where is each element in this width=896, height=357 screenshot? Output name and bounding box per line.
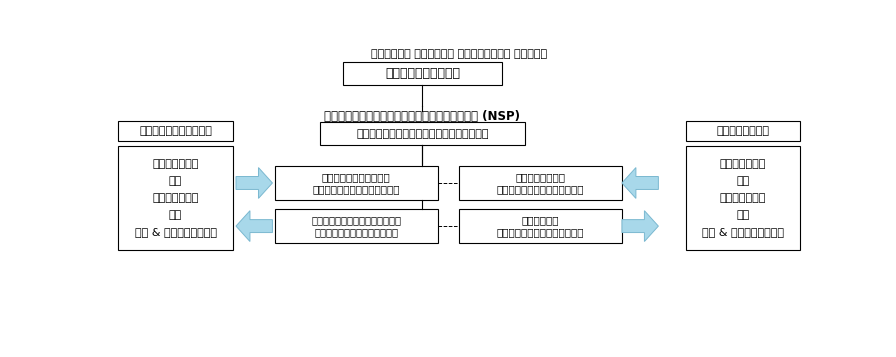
Polygon shape [622, 211, 659, 241]
FancyBboxPatch shape [275, 166, 437, 200]
Text: トラウニュートリション
サステナビリティマネージャー: トラウニュートリション サステナビリティマネージャー [313, 172, 400, 194]
FancyBboxPatch shape [459, 166, 622, 200]
Text: オペレーション
購買
イノベーション
人事
倫理 & コンプライアンス: オペレーション 購買 イノベーション 人事 倫理 & コンプライアンス [702, 159, 784, 237]
FancyBboxPatch shape [685, 121, 800, 141]
Text: ニュートレコサステナビリティディレクター: ニュートレコサステナビリティディレクター [356, 129, 488, 139]
FancyBboxPatch shape [118, 146, 233, 250]
Text: ニュートレコサステナビリティプラットフォーム (NSP): ニュートレコサステナビリティプラットフォーム (NSP) [324, 110, 520, 123]
Text: ニュートレコ コーポレート サステナビリティ ガバナンス: ニュートレコ コーポレート サステナビリティ ガバナンス [371, 49, 547, 59]
FancyBboxPatch shape [118, 121, 233, 141]
Text: ニュートレコ
サステナビリティマネージャー: ニュートレコ サステナビリティマネージャー [496, 215, 584, 237]
FancyBboxPatch shape [275, 209, 437, 243]
Text: トラウニュートリションイベリア
サステナビリティマネージャー: トラウニュートリションイベリア サステナビリティマネージャー [311, 215, 401, 237]
Polygon shape [236, 211, 272, 241]
Polygon shape [622, 167, 659, 198]
FancyBboxPatch shape [685, 146, 800, 250]
Text: ニュートレコ取締役会: ニュートレコ取締役会 [385, 67, 460, 80]
Text: スクレッティング: スクレッティング [716, 126, 770, 136]
FancyBboxPatch shape [459, 209, 622, 243]
Text: トラウニュートリション: トラウニュートリション [139, 126, 212, 136]
Polygon shape [236, 167, 272, 198]
Text: スクレッティング
サステナビリティマネージャー: スクレッティング サステナビリティマネージャー [496, 172, 584, 194]
FancyBboxPatch shape [320, 122, 525, 145]
FancyBboxPatch shape [343, 62, 502, 85]
Text: オペレーション
購買
イノベーション
人事
倫理 & コンプライアンス: オペレーション 購買 イノベーション 人事 倫理 & コンプライアンス [134, 159, 217, 237]
